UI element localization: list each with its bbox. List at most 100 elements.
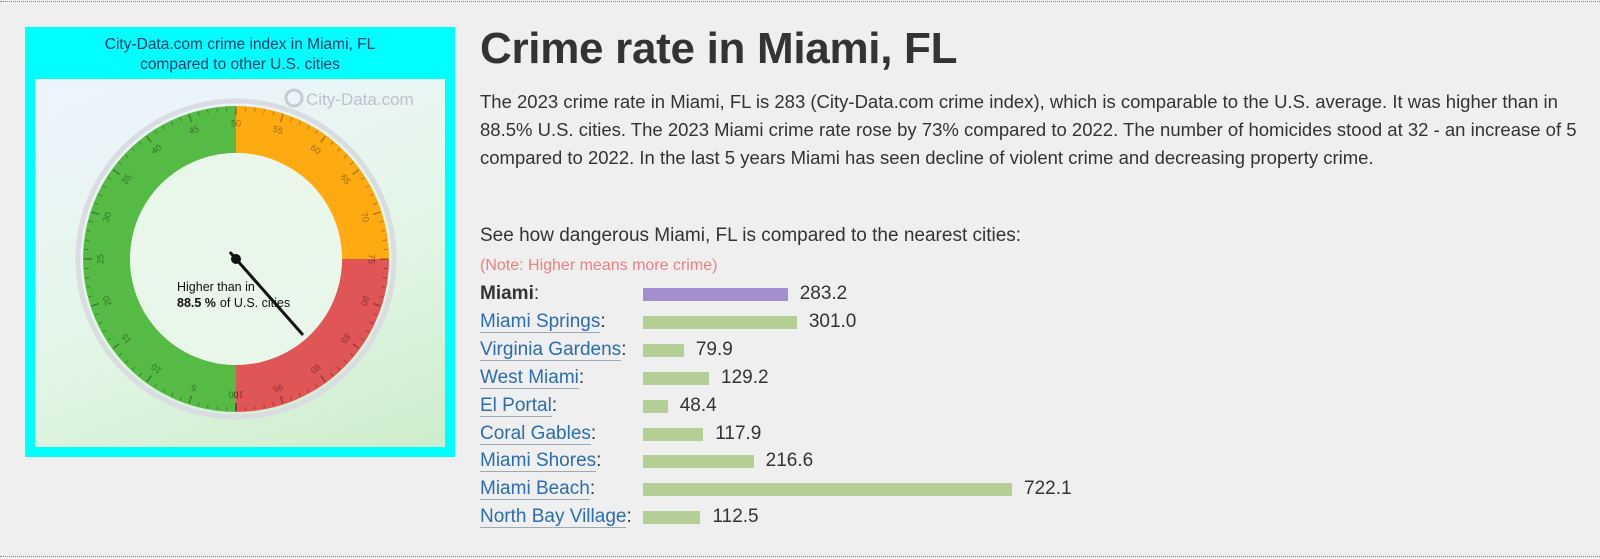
gauge-minor-tick: [216, 108, 218, 113]
label-colon: :: [596, 450, 602, 472]
gauge-minor-tick: [349, 161, 354, 165]
gauge-minor-tick: [298, 121, 302, 126]
gauge-major-tick: [372, 211, 381, 216]
gauge-minor-tick: [94, 202, 99, 205]
crime-index-gauge-panel: City-Data.com crime index in Miami, FL c…: [25, 27, 455, 457]
gauge-minor-tick: [337, 147, 341, 152]
gauge-caption-value: 88.5 %: [177, 296, 216, 310]
label-colon: :: [533, 283, 540, 304]
gauge-major-tick: [320, 135, 326, 143]
gauge-minor-tick: [131, 366, 135, 371]
watermark-text: City-Data.com: [306, 90, 414, 109]
gauge-minor-tick: [382, 277, 387, 279]
gauge-major-tick: [146, 375, 152, 383]
city-link[interactable]: El Portal: [480, 394, 552, 417]
gauge-minor-tick: [365, 329, 370, 333]
bar: [643, 483, 1012, 497]
gauge-minor-tick: [381, 230, 386, 232]
gauge-minor-tick: [162, 125, 166, 130]
gauge-minor-tick: [290, 117, 293, 122]
gauge-minor-tick: [131, 147, 135, 152]
gauge-tick-label: 25: [95, 254, 105, 264]
bar: [643, 315, 797, 329]
gauge-minor-tick: [102, 329, 107, 333]
gauge-minor-tick: [88, 295, 93, 298]
gauge-minor-tick: [298, 392, 302, 397]
gauge-minor-tick: [379, 295, 384, 298]
gauge-minor-tick: [343, 360, 348, 364]
bar: [643, 343, 684, 357]
gauge-major-tick: [91, 302, 100, 307]
city-label: North Bay Village:: [480, 503, 632, 531]
gauge-segment-high: [236, 259, 389, 412]
gauge-area: City-Data.com 0 5 10 15 20 25 30 35 40 45 50 55 60 65…: [35, 79, 445, 447]
gauge-minor-tick: [85, 239, 90, 241]
bar-row: Virginia Gardens: 79.9: [480, 336, 1480, 364]
bar-row: El Portal: 48.4: [480, 392, 1480, 420]
bar-row: Miami: 283.2: [480, 280, 1480, 308]
gauge-tick-label: 50: [231, 118, 241, 128]
gauge-major-tick: [352, 169, 360, 175]
gauge-tick-label: 45: [188, 124, 201, 137]
label-colon: :: [590, 422, 597, 444]
gauge-minor-tick: [86, 286, 91, 288]
bar-value-label: 48.4: [679, 394, 717, 416]
gauge-minor-tick: [381, 286, 386, 288]
bar-value-label: 301.0: [808, 310, 857, 332]
gauge-minor-tick: [197, 402, 200, 407]
gauge-tick-label: 85: [339, 332, 353, 346]
gauge-minor-tick: [314, 130, 318, 135]
gauge-minor-tick: [197, 111, 200, 116]
gauge-minor-tick: [290, 396, 293, 401]
city-link[interactable]: Coral Gables: [480, 422, 591, 445]
city-link[interactable]: Miami Beach: [480, 478, 590, 501]
city-link[interactable]: Virginia Gardens: [480, 338, 622, 361]
gauge-minor-tick: [263, 404, 265, 409]
gauge-minor-tick: [369, 193, 374, 197]
gauge-minor-tick: [207, 109, 209, 114]
bottom-divider: [0, 556, 1600, 557]
gauge-dial: City-Data.com 0 5 10 15 20 25 30 35 40 45 50 55 60 65…: [75, 88, 414, 420]
city-label: Miami:: [480, 280, 539, 308]
city-link[interactable]: North Bay Village: [480, 506, 627, 529]
gauge-major-tick: [188, 395, 193, 404]
gauge-minor-tick: [365, 185, 370, 189]
gauge-title-line1: City-Data.com crime index in Miami, FL: [104, 36, 376, 53]
gauge-tick-label: 20: [101, 295, 114, 308]
gauge-minor-tick: [86, 230, 91, 232]
watermark-icon: [284, 88, 304, 108]
city-name: Miami: [480, 283, 534, 304]
bar-value-label: 722.1: [1024, 478, 1072, 500]
gauge-minor-tick: [179, 117, 182, 122]
gauge-needle: [229, 251, 304, 336]
gauge-minor-tick: [306, 125, 310, 130]
bar-row: Miami Springs: 301.0: [480, 308, 1480, 336]
bar: [643, 427, 704, 441]
gauge-minor-tick: [98, 193, 103, 197]
gauge-minor-tick: [170, 392, 174, 397]
gauge-major-tick: [279, 395, 284, 404]
gauge-minor-tick: [118, 161, 123, 165]
bar-value-label: 216.6: [765, 450, 814, 472]
gauge-minor-tick: [272, 402, 275, 407]
gauge-ticks: [84, 107, 388, 411]
gauge-needle-pivot: [231, 254, 241, 264]
city-link[interactable]: Miami Shores: [480, 450, 597, 473]
gauge-minor-tick: [154, 383, 158, 388]
gauge-tick-label: 10: [149, 362, 163, 376]
bar: [643, 511, 701, 525]
gauge-tick-label: 75: [367, 254, 377, 264]
gauge-major-tick: [372, 302, 381, 307]
city-link[interactable]: Miami Springs: [480, 310, 601, 333]
gauge-major-tick: [352, 343, 360, 349]
gauge-minor-tick: [162, 388, 166, 393]
gauge-tick-label: 0: [233, 390, 238, 400]
label-colon: :: [551, 394, 558, 416]
gauge-title-line2: compared to other U.S. cities: [140, 56, 340, 73]
gauge-title: City-Data.com crime index in Miami, FL c…: [25, 35, 455, 75]
gauge-major-tick: [188, 114, 193, 123]
bar-row: West Miami: 129.2: [480, 364, 1480, 392]
gauge-minor-tick: [98, 321, 103, 325]
city-link[interactable]: West Miami: [480, 366, 579, 389]
gauge-minor-tick: [216, 405, 218, 410]
